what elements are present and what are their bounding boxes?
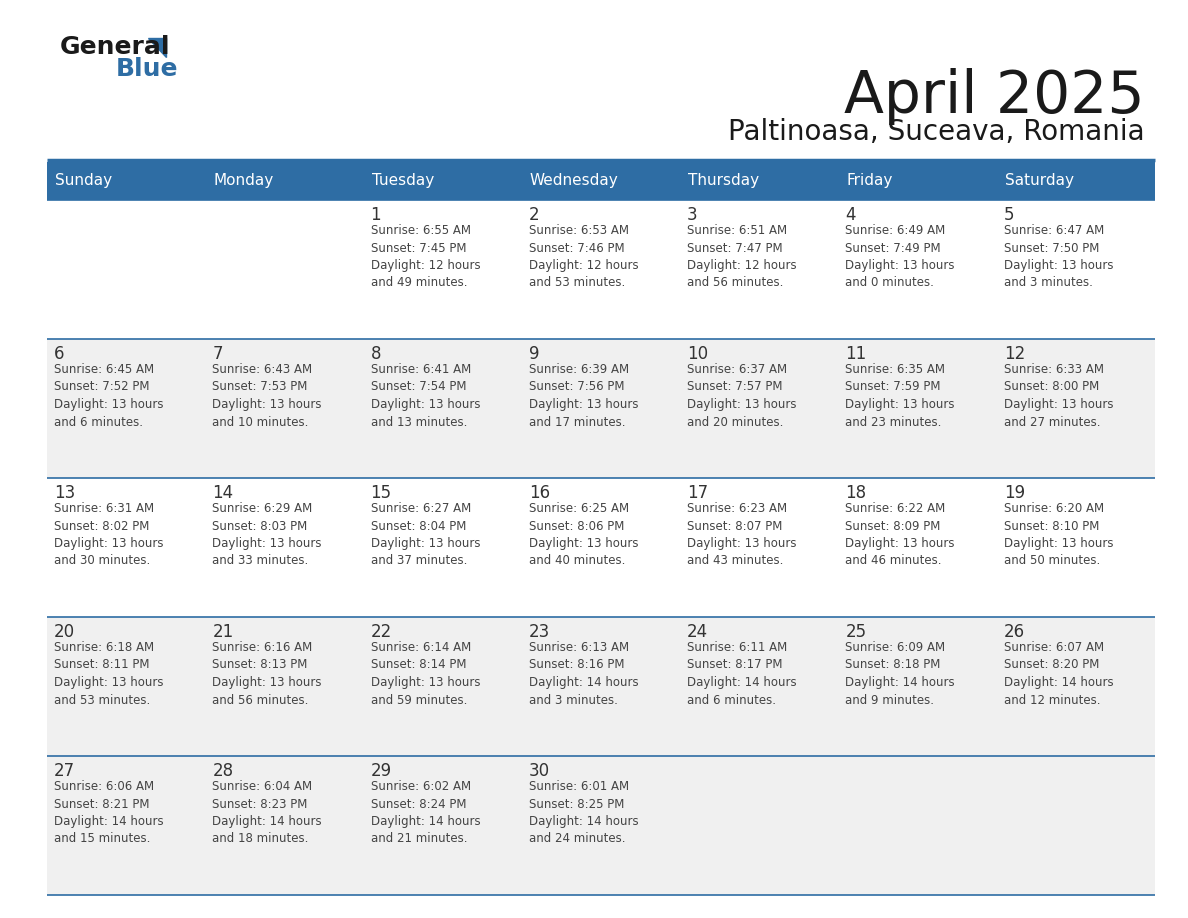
Text: Tuesday: Tuesday [372,174,434,188]
Bar [522,162,681,200]
Text: 24: 24 [687,623,708,641]
Text: 6: 6 [53,345,64,363]
Bar [48,756,1155,895]
Text: Sunrise: 6:41 AM
Sunset: 7:54 PM
Daylight: 13 hours
and 13 minutes.: Sunrise: 6:41 AM Sunset: 7:54 PM Dayligh… [371,363,480,429]
Text: Sunrise: 6:35 AM
Sunset: 7:59 PM
Daylight: 13 hours
and 23 minutes.: Sunrise: 6:35 AM Sunset: 7:59 PM Dayligh… [846,363,955,429]
Text: 12: 12 [1004,345,1025,363]
Text: Blue: Blue [116,57,178,81]
Text: 30: 30 [529,762,550,780]
Bar [48,617,1155,756]
Text: Sunrise: 6:02 AM
Sunset: 8:24 PM
Daylight: 14 hours
and 21 minutes.: Sunrise: 6:02 AM Sunset: 8:24 PM Dayligh… [371,780,480,845]
Text: 8: 8 [371,345,381,363]
Text: Sunrise: 6:37 AM
Sunset: 7:57 PM
Daylight: 13 hours
and 20 minutes.: Sunrise: 6:37 AM Sunset: 7:57 PM Dayligh… [687,363,797,429]
Text: 20: 20 [53,623,75,641]
Text: Sunrise: 6:18 AM
Sunset: 8:11 PM
Daylight: 13 hours
and 53 minutes.: Sunrise: 6:18 AM Sunset: 8:11 PM Dayligh… [53,641,164,707]
Text: 4: 4 [846,206,855,224]
Text: 17: 17 [687,484,708,502]
Text: 21: 21 [213,623,234,641]
Text: Paltinoasa, Suceava, Romania: Paltinoasa, Suceava, Romania [728,118,1145,146]
Text: 11: 11 [846,345,867,363]
Text: 22: 22 [371,623,392,641]
Bar [48,162,206,200]
Text: 26: 26 [1004,623,1025,641]
Text: Sunrise: 6:04 AM
Sunset: 8:23 PM
Daylight: 14 hours
and 18 minutes.: Sunrise: 6:04 AM Sunset: 8:23 PM Dayligh… [213,780,322,845]
Text: 29: 29 [371,762,392,780]
Bar [206,162,364,200]
Text: 10: 10 [687,345,708,363]
Text: Sunrise: 6:49 AM
Sunset: 7:49 PM
Daylight: 13 hours
and 0 minutes.: Sunrise: 6:49 AM Sunset: 7:49 PM Dayligh… [846,224,955,289]
Text: Wednesday: Wednesday [530,174,619,188]
Text: 14: 14 [213,484,233,502]
Text: Sunrise: 6:22 AM
Sunset: 8:09 PM
Daylight: 13 hours
and 46 minutes.: Sunrise: 6:22 AM Sunset: 8:09 PM Dayligh… [846,502,955,567]
Text: Sunrise: 6:20 AM
Sunset: 8:10 PM
Daylight: 13 hours
and 50 minutes.: Sunrise: 6:20 AM Sunset: 8:10 PM Dayligh… [1004,502,1113,567]
Text: 19: 19 [1004,484,1025,502]
Text: Sunrise: 6:45 AM
Sunset: 7:52 PM
Daylight: 13 hours
and 6 minutes.: Sunrise: 6:45 AM Sunset: 7:52 PM Dayligh… [53,363,164,429]
Text: Sunrise: 6:33 AM
Sunset: 8:00 PM
Daylight: 13 hours
and 27 minutes.: Sunrise: 6:33 AM Sunset: 8:00 PM Dayligh… [1004,363,1113,429]
Text: Sunrise: 6:53 AM
Sunset: 7:46 PM
Daylight: 12 hours
and 53 minutes.: Sunrise: 6:53 AM Sunset: 7:46 PM Dayligh… [529,224,638,289]
Text: 15: 15 [371,484,392,502]
Text: Thursday: Thursday [688,174,759,188]
Text: Sunrise: 6:55 AM
Sunset: 7:45 PM
Daylight: 12 hours
and 49 minutes.: Sunrise: 6:55 AM Sunset: 7:45 PM Dayligh… [371,224,480,289]
Text: 7: 7 [213,345,223,363]
Text: April 2025: April 2025 [845,68,1145,125]
Text: 23: 23 [529,623,550,641]
Bar [364,162,522,200]
Text: Saturday: Saturday [1005,174,1074,188]
Text: 25: 25 [846,623,866,641]
Text: Sunrise: 6:09 AM
Sunset: 8:18 PM
Daylight: 14 hours
and 9 minutes.: Sunrise: 6:09 AM Sunset: 8:18 PM Dayligh… [846,641,955,707]
Text: Sunrise: 6:01 AM
Sunset: 8:25 PM
Daylight: 14 hours
and 24 minutes.: Sunrise: 6:01 AM Sunset: 8:25 PM Dayligh… [529,780,638,845]
Text: Friday: Friday [846,174,893,188]
Text: 1: 1 [371,206,381,224]
Bar [681,162,839,200]
Text: Sunrise: 6:39 AM
Sunset: 7:56 PM
Daylight: 13 hours
and 17 minutes.: Sunrise: 6:39 AM Sunset: 7:56 PM Dayligh… [529,363,638,429]
Text: 9: 9 [529,345,539,363]
Text: 13: 13 [53,484,75,502]
Text: Sunrise: 6:29 AM
Sunset: 8:03 PM
Daylight: 13 hours
and 33 minutes.: Sunrise: 6:29 AM Sunset: 8:03 PM Dayligh… [213,502,322,567]
Text: General: General [61,35,171,59]
Text: Sunrise: 6:07 AM
Sunset: 8:20 PM
Daylight: 14 hours
and 12 minutes.: Sunrise: 6:07 AM Sunset: 8:20 PM Dayligh… [1004,641,1113,707]
Text: Sunrise: 6:23 AM
Sunset: 8:07 PM
Daylight: 13 hours
and 43 minutes.: Sunrise: 6:23 AM Sunset: 8:07 PM Dayligh… [687,502,797,567]
Bar [839,162,997,200]
Text: Sunrise: 6:43 AM
Sunset: 7:53 PM
Daylight: 13 hours
and 10 minutes.: Sunrise: 6:43 AM Sunset: 7:53 PM Dayligh… [213,363,322,429]
Text: Sunrise: 6:14 AM
Sunset: 8:14 PM
Daylight: 13 hours
and 59 minutes.: Sunrise: 6:14 AM Sunset: 8:14 PM Dayligh… [371,641,480,707]
Text: 3: 3 [687,206,697,224]
Text: 16: 16 [529,484,550,502]
Text: Monday: Monday [214,174,273,188]
Text: Sunrise: 6:16 AM
Sunset: 8:13 PM
Daylight: 13 hours
and 56 minutes.: Sunrise: 6:16 AM Sunset: 8:13 PM Dayligh… [213,641,322,707]
Text: 2: 2 [529,206,539,224]
Text: 27: 27 [53,762,75,780]
Text: Sunrise: 6:06 AM
Sunset: 8:21 PM
Daylight: 14 hours
and 15 minutes.: Sunrise: 6:06 AM Sunset: 8:21 PM Dayligh… [53,780,164,845]
Bar [48,339,1155,478]
Text: Sunrise: 6:47 AM
Sunset: 7:50 PM
Daylight: 13 hours
and 3 minutes.: Sunrise: 6:47 AM Sunset: 7:50 PM Dayligh… [1004,224,1113,289]
Text: Sunrise: 6:27 AM
Sunset: 8:04 PM
Daylight: 13 hours
and 37 minutes.: Sunrise: 6:27 AM Sunset: 8:04 PM Dayligh… [371,502,480,567]
Polygon shape [148,38,166,57]
Bar [48,200,1155,339]
Text: Sunrise: 6:51 AM
Sunset: 7:47 PM
Daylight: 12 hours
and 56 minutes.: Sunrise: 6:51 AM Sunset: 7:47 PM Dayligh… [687,224,797,289]
Text: 18: 18 [846,484,866,502]
Bar [48,478,1155,617]
Text: Sunrise: 6:31 AM
Sunset: 8:02 PM
Daylight: 13 hours
and 30 minutes.: Sunrise: 6:31 AM Sunset: 8:02 PM Dayligh… [53,502,164,567]
Text: Sunday: Sunday [55,174,112,188]
Text: Sunrise: 6:11 AM
Sunset: 8:17 PM
Daylight: 14 hours
and 6 minutes.: Sunrise: 6:11 AM Sunset: 8:17 PM Dayligh… [687,641,797,707]
Text: Sunrise: 6:13 AM
Sunset: 8:16 PM
Daylight: 14 hours
and 3 minutes.: Sunrise: 6:13 AM Sunset: 8:16 PM Dayligh… [529,641,638,707]
Text: 28: 28 [213,762,233,780]
Bar [997,162,1155,200]
Text: Sunrise: 6:25 AM
Sunset: 8:06 PM
Daylight: 13 hours
and 40 minutes.: Sunrise: 6:25 AM Sunset: 8:06 PM Dayligh… [529,502,638,567]
Text: 5: 5 [1004,206,1015,224]
